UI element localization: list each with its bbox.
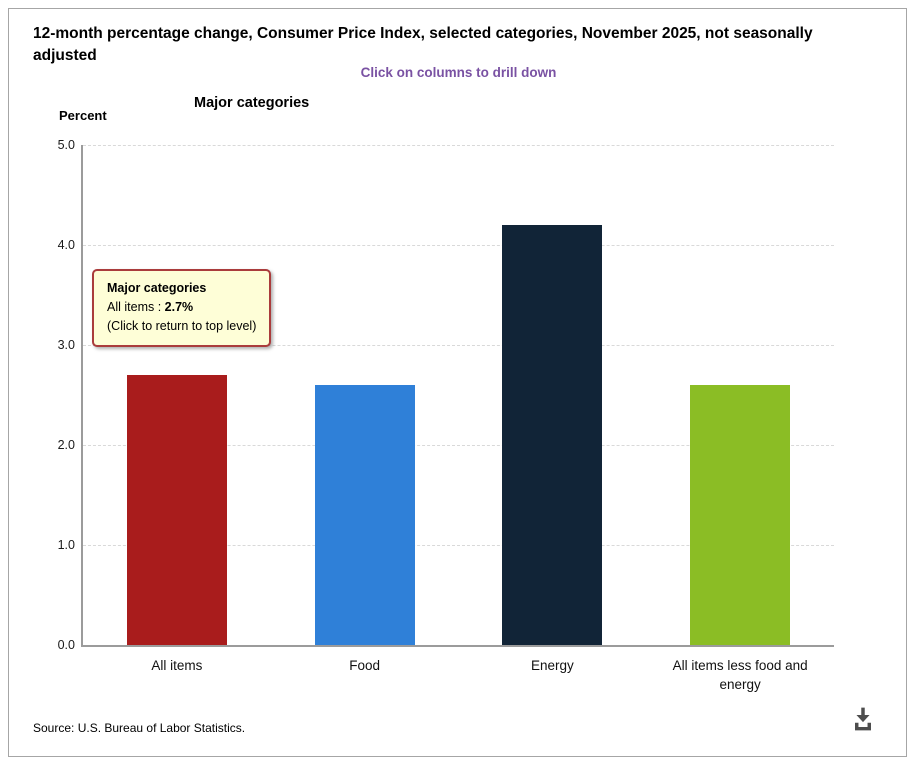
y-tick-label: 5.0 <box>57 138 75 152</box>
drilldown-tooltip[interactable]: Major categories All items : 2.7% (Click… <box>92 269 272 347</box>
x-axis-labels: All items Food Energy All items less food a… <box>83 656 834 694</box>
y-tick-label: 4.0 <box>57 238 75 252</box>
chart-heading: Major categories <box>194 95 310 111</box>
gridline <box>83 345 834 346</box>
x-axis-label: Energy <box>530 658 574 673</box>
source-note: Source: U.S. Bureau of Labor Statistics. <box>33 721 246 735</box>
drilldown-hint: Click on columns to drill down <box>360 65 557 80</box>
x-axis-label: Food <box>349 658 381 673</box>
x-axis-label: All items less food and energy <box>672 658 808 692</box>
tooltip-separator: : <box>154 300 165 314</box>
download-button[interactable] <box>845 701 881 737</box>
y-tick-label: 3.0 <box>57 338 75 352</box>
tooltip-item-value: 2.7% <box>164 300 194 314</box>
gridline <box>83 245 834 246</box>
x-axis-label: All items <box>151 658 203 673</box>
chart-title: 12-month percentage change, Consumer Pri… <box>33 25 813 64</box>
download-icon <box>845 703 881 735</box>
y-tick-label: 2.0 <box>57 438 75 452</box>
bar-energy[interactable] <box>502 225 603 645</box>
y-tick-label: 1.0 <box>57 538 75 552</box>
gridline <box>83 445 834 446</box>
y-axis-labels: 5.0 4.0 3.0 2.0 1.0 0.0 <box>26 138 75 652</box>
bar-all-items-less-food-and-energy[interactable] <box>690 385 791 645</box>
tooltip-value-line: All items : 2.7% <box>107 298 256 317</box>
y-tick-label: 0.0 <box>57 638 75 652</box>
tooltip-item-label: All items <box>107 300 155 314</box>
tooltip-hint: (Click to return to top level) <box>107 319 257 333</box>
plot-area <box>81 145 834 647</box>
bar-all-items[interactable] <box>126 375 227 645</box>
y-axis-title: Percent <box>59 108 107 123</box>
gridline <box>83 545 834 546</box>
gridline <box>83 145 834 146</box>
bar-food[interactable] <box>314 385 415 645</box>
tooltip-title: Major categories <box>107 281 207 295</box>
